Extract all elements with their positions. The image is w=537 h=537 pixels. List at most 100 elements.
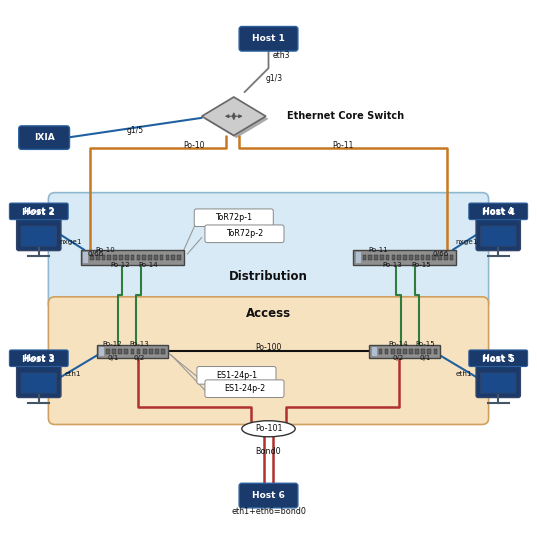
- Text: Ethernet Core Switch: Ethernet Core Switch: [287, 111, 404, 121]
- Text: IXIA: IXIA: [34, 133, 54, 142]
- Polygon shape: [205, 100, 268, 138]
- Text: 0/2: 0/2: [392, 355, 403, 361]
- FancyBboxPatch shape: [362, 255, 366, 260]
- Text: Po-14: Po-14: [388, 342, 408, 347]
- FancyBboxPatch shape: [384, 349, 388, 354]
- FancyBboxPatch shape: [379, 349, 382, 354]
- Text: Host 3: Host 3: [24, 354, 54, 363]
- FancyBboxPatch shape: [415, 255, 418, 260]
- FancyBboxPatch shape: [19, 126, 69, 149]
- FancyBboxPatch shape: [426, 255, 430, 260]
- FancyBboxPatch shape: [161, 349, 165, 354]
- FancyBboxPatch shape: [155, 349, 159, 354]
- FancyBboxPatch shape: [409, 255, 413, 260]
- FancyBboxPatch shape: [409, 349, 413, 354]
- Text: eth3: eth3: [272, 52, 290, 60]
- FancyBboxPatch shape: [149, 349, 153, 354]
- FancyBboxPatch shape: [386, 255, 389, 260]
- FancyBboxPatch shape: [469, 350, 527, 367]
- FancyBboxPatch shape: [469, 203, 527, 220]
- Text: Po-11: Po-11: [368, 247, 388, 253]
- FancyBboxPatch shape: [380, 255, 383, 260]
- Text: nxge1: nxge1: [455, 240, 478, 245]
- FancyBboxPatch shape: [420, 255, 424, 260]
- FancyBboxPatch shape: [205, 380, 284, 397]
- Text: Host 2: Host 2: [24, 207, 54, 216]
- FancyBboxPatch shape: [21, 226, 57, 246]
- Text: eth1: eth1: [64, 371, 81, 377]
- FancyBboxPatch shape: [136, 255, 140, 260]
- Text: Po-11: Po-11: [332, 141, 354, 150]
- FancyBboxPatch shape: [113, 255, 117, 260]
- Text: Po-101: Po-101: [255, 424, 282, 433]
- Text: Bond0: Bond0: [256, 447, 281, 456]
- FancyBboxPatch shape: [130, 349, 134, 354]
- FancyBboxPatch shape: [476, 364, 520, 397]
- FancyBboxPatch shape: [205, 225, 284, 243]
- FancyBboxPatch shape: [449, 255, 453, 260]
- FancyBboxPatch shape: [369, 345, 440, 358]
- FancyBboxPatch shape: [391, 255, 395, 260]
- Text: Po-13: Po-13: [129, 342, 149, 347]
- FancyBboxPatch shape: [112, 349, 116, 354]
- Text: Po-14: Po-14: [139, 262, 158, 268]
- Text: Po-12: Po-12: [110, 262, 130, 268]
- FancyBboxPatch shape: [239, 483, 298, 508]
- FancyBboxPatch shape: [444, 255, 447, 260]
- FancyBboxPatch shape: [177, 255, 181, 260]
- FancyBboxPatch shape: [17, 364, 61, 397]
- FancyBboxPatch shape: [10, 350, 68, 367]
- Text: Host 2: Host 2: [23, 208, 55, 216]
- Ellipse shape: [242, 421, 295, 437]
- FancyBboxPatch shape: [81, 250, 184, 265]
- FancyBboxPatch shape: [125, 255, 129, 260]
- Text: Host 5: Host 5: [482, 354, 514, 364]
- Text: 0/1: 0/1: [108, 355, 119, 361]
- Text: Po-10: Po-10: [183, 141, 205, 150]
- FancyBboxPatch shape: [107, 255, 111, 260]
- Text: Distribution: Distribution: [229, 270, 308, 283]
- Text: Po-15: Po-15: [415, 342, 435, 347]
- FancyBboxPatch shape: [372, 347, 377, 355]
- FancyBboxPatch shape: [165, 255, 169, 260]
- Text: 0/66: 0/66: [88, 251, 104, 257]
- FancyBboxPatch shape: [355, 252, 361, 263]
- Text: Host 5: Host 5: [483, 354, 513, 363]
- FancyBboxPatch shape: [427, 349, 431, 354]
- FancyBboxPatch shape: [97, 345, 168, 358]
- FancyBboxPatch shape: [480, 226, 516, 246]
- Text: 0/2: 0/2: [134, 355, 145, 361]
- Text: g1/5: g1/5: [126, 126, 143, 135]
- Text: 0/66: 0/66: [433, 251, 449, 257]
- Text: Po-12: Po-12: [102, 342, 122, 347]
- FancyBboxPatch shape: [374, 255, 378, 260]
- Text: eth1+eth6=bond0: eth1+eth6=bond0: [231, 506, 306, 516]
- FancyBboxPatch shape: [21, 373, 57, 393]
- FancyBboxPatch shape: [397, 255, 401, 260]
- FancyBboxPatch shape: [99, 347, 105, 355]
- Polygon shape: [202, 97, 266, 135]
- FancyBboxPatch shape: [10, 203, 68, 220]
- FancyBboxPatch shape: [130, 255, 134, 260]
- FancyBboxPatch shape: [397, 349, 401, 354]
- FancyBboxPatch shape: [48, 297, 489, 424]
- FancyBboxPatch shape: [480, 373, 516, 393]
- FancyBboxPatch shape: [106, 349, 110, 354]
- Text: Po-100: Po-100: [255, 343, 282, 352]
- FancyBboxPatch shape: [148, 255, 152, 260]
- FancyBboxPatch shape: [101, 255, 105, 260]
- Text: ES1-24p-1: ES1-24p-1: [216, 371, 257, 380]
- FancyBboxPatch shape: [197, 367, 276, 384]
- Text: Po-15: Po-15: [411, 262, 431, 268]
- FancyBboxPatch shape: [476, 217, 520, 251]
- FancyBboxPatch shape: [403, 349, 407, 354]
- FancyBboxPatch shape: [136, 349, 140, 354]
- FancyBboxPatch shape: [239, 26, 298, 51]
- Text: g1/3: g1/3: [266, 74, 283, 83]
- FancyBboxPatch shape: [154, 255, 158, 260]
- FancyBboxPatch shape: [403, 255, 407, 260]
- FancyBboxPatch shape: [194, 209, 273, 227]
- FancyBboxPatch shape: [125, 349, 128, 354]
- FancyBboxPatch shape: [353, 250, 456, 265]
- Text: Access: Access: [246, 307, 291, 321]
